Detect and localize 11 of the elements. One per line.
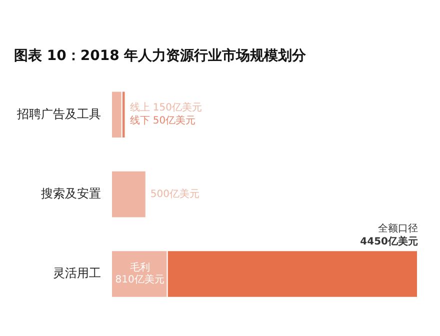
- series-label: 毛利: [130, 262, 150, 274]
- y-tick-label: 灵活用工: [53, 266, 101, 280]
- y-tick-label: 搜索及安置: [41, 186, 101, 200]
- chart-title: 图表 10：2018 年人力资源行业市场规模划分: [14, 47, 308, 64]
- data-label: 810亿美元: [115, 274, 164, 286]
- y-tick-label: 招聘广告及工具: [16, 106, 101, 121]
- text: 线上 150亿美元: [130, 102, 202, 114]
- data-label: 500亿美元: [150, 188, 200, 200]
- annotation: 全额口径: [378, 222, 418, 235]
- total-label: 4450亿美元: [360, 236, 418, 248]
- text: 线下 50亿美元: [130, 116, 196, 127]
